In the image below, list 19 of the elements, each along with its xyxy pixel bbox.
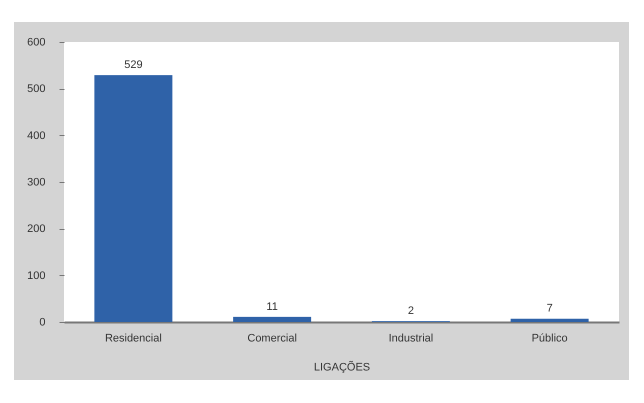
bar — [233, 316, 312, 322]
y-tick-label: 300 — [27, 176, 46, 188]
data-label: 2 — [408, 305, 414, 318]
x-tick-label: Público — [532, 332, 568, 344]
y-tick-label: 500 — [27, 83, 46, 96]
bar — [510, 318, 589, 322]
data-label: 11 — [266, 300, 278, 313]
bar — [94, 75, 172, 322]
y-tick-label: 0 — [39, 316, 46, 328]
x-tick-label: Residencial — [104, 332, 162, 344]
y-tick-label: 400 — [27, 130, 46, 142]
y-tick-label: 100 — [27, 270, 46, 282]
data-label: 7 — [546, 302, 553, 315]
y-tick-label: 600 — [27, 36, 46, 48]
x-axis-title: LIGAÇÕES — [314, 360, 370, 374]
x-tick-label: Industrial — [388, 332, 434, 344]
x-tick-label: Comercial — [247, 332, 297, 344]
y-tick-label: 200 — [27, 223, 46, 236]
data-label: 529 — [124, 59, 143, 72]
